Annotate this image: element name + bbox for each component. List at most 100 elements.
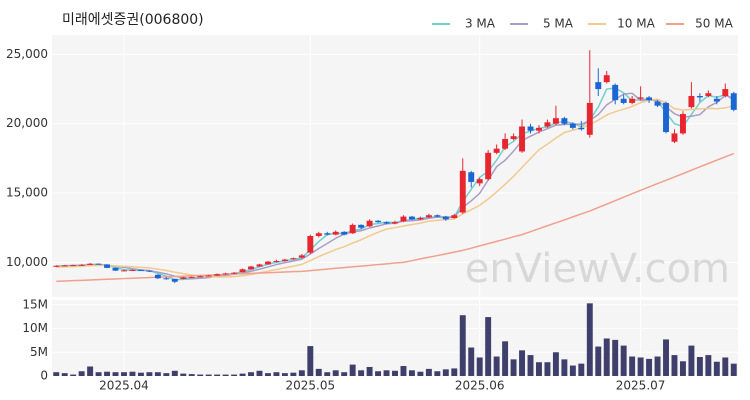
candle-body — [629, 98, 636, 103]
volume-bar — [586, 303, 593, 376]
volume-bar — [121, 372, 127, 376]
candle-body — [679, 114, 686, 134]
candle-body — [705, 93, 712, 96]
candle-body — [425, 215, 432, 218]
volume-bar — [375, 371, 382, 376]
volume-bar — [519, 350, 526, 376]
volume-bar — [222, 374, 229, 376]
y-tick-label: 10M — [22, 321, 48, 335]
volume-bar — [70, 374, 77, 376]
candle-body — [527, 126, 534, 131]
candle-body — [400, 216, 407, 222]
ma-line — [56, 152, 735, 283]
volume-bar — [629, 356, 636, 376]
volume-bar — [425, 368, 432, 376]
volume-bar — [663, 339, 669, 376]
volume-bar — [654, 356, 661, 376]
y-tick-label: 25,000 — [6, 47, 48, 61]
volume-bar — [485, 317, 492, 376]
candle-body — [510, 136, 517, 139]
price-panel — [52, 35, 738, 297]
candle-body — [315, 233, 322, 237]
volume-bar — [61, 373, 68, 376]
candle-body — [442, 216, 449, 220]
candle-body — [180, 277, 187, 279]
volume-bar — [705, 355, 712, 376]
candle-body — [612, 84, 619, 101]
candle-body — [281, 259, 288, 261]
y-tick-label: 5M — [30, 345, 48, 359]
candle-body — [552, 118, 559, 124]
volume-bar — [231, 374, 238, 376]
candle-body — [366, 220, 373, 227]
candle-body — [451, 215, 458, 218]
candle-body — [688, 95, 695, 108]
volume-bar — [578, 363, 585, 376]
candle-body — [214, 274, 221, 276]
candle-body — [519, 126, 526, 152]
x-tick-label: 2025.04 — [99, 379, 149, 393]
candle-body — [392, 222, 398, 224]
volume-bar — [205, 374, 212, 376]
candle-body — [417, 217, 424, 220]
candle-body — [485, 152, 492, 180]
candle-body — [171, 278, 178, 282]
candle-body — [671, 133, 678, 142]
candle-body — [78, 264, 85, 266]
volume-bar — [171, 370, 178, 376]
volume-bar — [688, 345, 695, 376]
volume-bar — [383, 370, 390, 376]
y-tick-label: 20,000 — [6, 116, 48, 130]
legend-label: 5 MA — [543, 17, 574, 31]
candle-body — [696, 95, 703, 98]
candle-body — [70, 265, 77, 267]
candle-body — [256, 264, 263, 267]
volume-bar — [400, 366, 407, 376]
candle-body — [53, 265, 60, 267]
candle-body — [307, 236, 314, 253]
volume-bar — [544, 362, 551, 376]
candle-body — [154, 274, 161, 279]
volume-bar — [434, 371, 441, 376]
candle-body — [239, 269, 246, 273]
volume-bar — [451, 368, 458, 376]
volume-bar — [104, 371, 111, 376]
volume-bar — [502, 341, 509, 376]
y-tick-label: 15M — [22, 297, 48, 311]
volume-bar — [197, 374, 204, 376]
volume-bar — [273, 372, 280, 376]
candle-body — [637, 97, 644, 99]
volume-bar — [137, 372, 144, 376]
volume-bar — [536, 362, 542, 376]
volume-bar — [281, 373, 288, 376]
volume-bar — [332, 370, 339, 376]
candle-body — [163, 278, 170, 280]
volume-bar — [298, 370, 305, 376]
volume-bar — [87, 366, 94, 376]
volume-bar — [349, 364, 356, 376]
watermark: enViewV.com — [465, 246, 730, 292]
volume-bar — [459, 315, 466, 376]
volume-bar — [95, 372, 102, 376]
volume-bar — [620, 345, 627, 376]
candle-body — [197, 276, 204, 278]
candle-body — [231, 272, 238, 274]
candle-body — [620, 98, 627, 103]
candle-body — [383, 222, 390, 224]
volume-bar — [637, 357, 644, 376]
candle-body — [434, 215, 441, 217]
candle-body — [646, 97, 653, 101]
volume-bar — [679, 361, 686, 376]
volume-bar — [180, 373, 187, 376]
candle-body — [273, 260, 280, 262]
candle-body — [129, 269, 136, 271]
x-tick-label: 2025.07 — [616, 379, 666, 393]
volume-bar — [392, 370, 398, 376]
candle-body — [544, 122, 551, 127]
candle-body — [713, 98, 720, 102]
candle-body — [730, 93, 737, 110]
volume-bar — [730, 363, 737, 376]
candle-body — [408, 216, 415, 220]
volume-bar — [324, 372, 331, 376]
